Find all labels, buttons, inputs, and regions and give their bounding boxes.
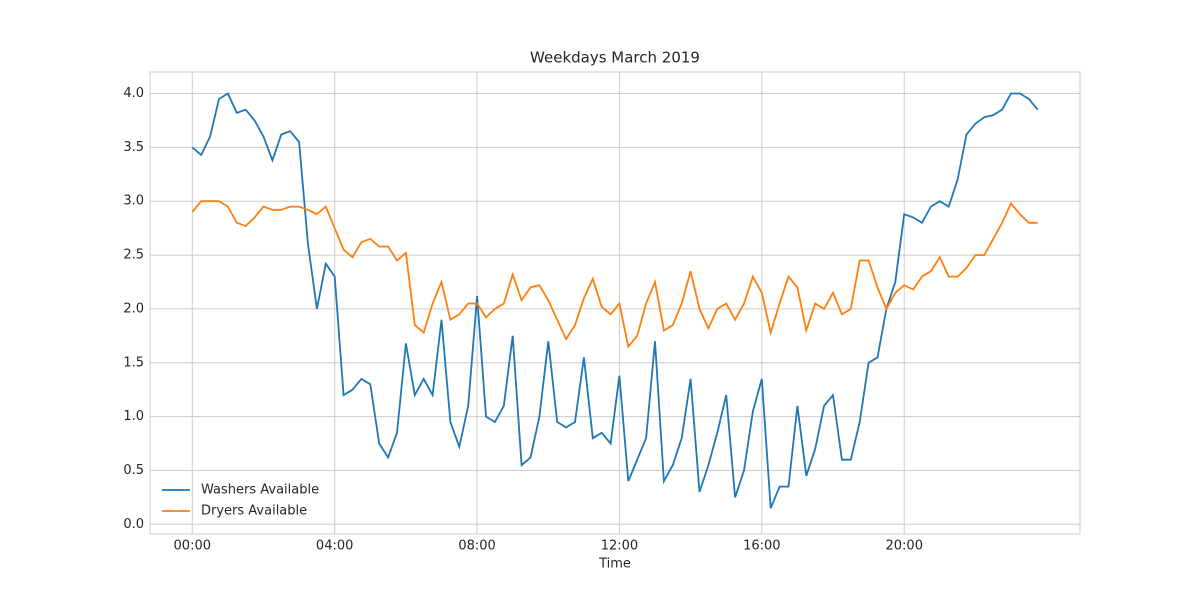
x-tick-label: 12:00 [601, 539, 638, 554]
legend-label: Washers Available [201, 483, 319, 498]
x-tick-label: 04:00 [316, 539, 353, 554]
data-line [191, 92, 1039, 509]
y-tick-label: 0.0 [123, 517, 144, 532]
y-tick-label: 3.0 [123, 194, 144, 209]
y-tick-label: 2.5 [123, 248, 144, 263]
x-tick-label: 08:00 [458, 539, 495, 554]
y-tick-label: 2.0 [123, 301, 144, 316]
x-axis-label: Time [598, 557, 631, 572]
x-tick-label: 20:00 [886, 539, 923, 554]
y-tick-label: 4.0 [123, 86, 144, 101]
x-tick-label: 16:00 [743, 539, 780, 554]
y-tick-label: 3.5 [123, 140, 144, 155]
y-tick-label: 0.5 [123, 463, 144, 478]
y-tick-label: 1.0 [123, 409, 144, 424]
y-tick-label: 1.5 [123, 355, 144, 370]
plot-frame [149, 71, 1081, 535]
data-line [191, 200, 1038, 349]
x-tick-label: 00:00 [174, 539, 211, 554]
legend-label: Dryers Available [201, 504, 307, 519]
chart-title: Weekdays March 2019 [530, 49, 700, 67]
